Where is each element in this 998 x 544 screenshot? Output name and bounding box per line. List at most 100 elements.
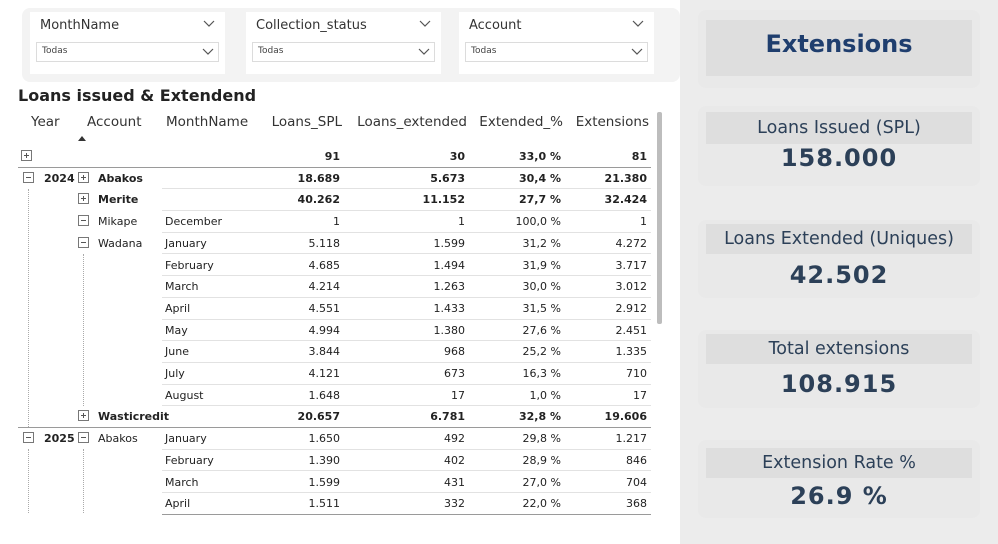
cell-loans-spl: 1.648: [308, 388, 341, 402]
row-divider: [162, 318, 651, 320]
column-header-extended-pct[interactable]: Extended_%: [479, 114, 563, 130]
cell-month: May: [165, 323, 188, 337]
cell-extensions: 17: [633, 388, 647, 402]
cell-loans-extended: 1.494: [433, 258, 466, 272]
slicer-dropdown[interactable]: Todas: [252, 42, 435, 62]
cell-account: Mikape: [98, 215, 138, 229]
cell-month: January: [165, 236, 207, 250]
cell-month: February: [165, 258, 214, 272]
collapse-icon[interactable]: [78, 215, 89, 227]
cell-loans-extended: 17: [451, 388, 465, 402]
title-card-inner: Extensions: [706, 20, 972, 76]
cell-extensions: 368: [626, 497, 647, 511]
cell-extended-pct: 30,4 %: [519, 171, 561, 185]
tree-connector: [83, 254, 84, 406]
cell-loans-spl: 1.511: [308, 497, 341, 511]
chevron-down-icon[interactable]: [632, 18, 644, 30]
sort-ascending-icon: [78, 136, 86, 141]
slicer-title: Account: [469, 18, 522, 33]
cell-loans-extended: 402: [444, 453, 465, 467]
chevron-down-icon[interactable]: [418, 46, 430, 58]
slicer-title: Collection_status: [256, 18, 367, 33]
column-header-extensions[interactable]: Extensions: [575, 114, 649, 130]
expand-icon[interactable]: [78, 193, 89, 205]
row-divider: [162, 231, 651, 233]
cell-extensions: 3.717: [615, 258, 648, 272]
cell-loans-extended: 968: [444, 345, 465, 359]
cell-loans-extended: 1: [458, 215, 465, 229]
kpi-label: Total extensions: [768, 339, 910, 359]
collapse-icon[interactable]: [78, 432, 89, 444]
slicer-dropdown[interactable]: Todas: [36, 42, 219, 62]
table-row: July 4.121 673 16,3 % 710: [18, 363, 651, 385]
scrollbar-thumb[interactable]: [657, 112, 662, 324]
matrix-panel: MonthName Todas Collection_status Todas …: [0, 0, 680, 544]
cell-extended-pct: 32,8 %: [519, 410, 561, 424]
cell-loans-extended: 1.433: [433, 301, 466, 315]
expand-icon[interactable]: [21, 150, 32, 161]
kpi-card-total-extensions: Total extensions 108.915: [698, 330, 980, 408]
kpi-card-loans-extended: Loans Extended (Uniques) 42.502: [698, 220, 980, 298]
cell-extensions: 710: [626, 367, 647, 380]
cell-extensions: 81: [631, 150, 647, 163]
chevron-down-icon[interactable]: [203, 18, 215, 30]
vertical-scrollbar[interactable]: [657, 112, 662, 522]
cell-year: 2025: [44, 432, 75, 446]
cell-extensions: 4.272: [615, 236, 648, 250]
kpi-card-extension-rate: Extension Rate % 26.9 %: [698, 440, 980, 518]
cell-extensions: 2.912: [615, 301, 648, 315]
column-header-loans-extended[interactable]: Loans_extended: [357, 114, 467, 130]
table-row: Mikape December 1 1 100,0 % 1: [18, 211, 651, 233]
kpi-value: 158.000: [780, 144, 898, 172]
expand-icon[interactable]: [78, 171, 89, 183]
cell-loans-spl: 20.657: [297, 410, 340, 424]
cell-loans-spl: 18.689: [297, 171, 340, 185]
kpi-label: Extension Rate %: [762, 453, 916, 473]
expand-icon[interactable]: [78, 410, 89, 422]
tree-connector: [83, 449, 84, 513]
cell-loans-extended: 5.673: [430, 171, 465, 185]
column-header-monthname[interactable]: MonthName: [166, 114, 249, 130]
column-header-year[interactable]: Year: [31, 114, 60, 130]
table-row: April 4.551 1.433 31,5 % 2.912: [18, 298, 651, 320]
table-row: Merite 40.262 11.152 27,7 % 32.424: [18, 189, 651, 212]
chevron-down-icon[interactable]: [202, 46, 214, 58]
kpi-label: Loans Issued (SPL): [757, 118, 921, 138]
column-header-loans-spl[interactable]: Loans_SPL: [271, 114, 342, 130]
chevron-down-icon[interactable]: [631, 46, 643, 58]
kpi-label-band: Extension Rate %: [706, 448, 972, 478]
slicer-collection-status[interactable]: Collection_status Todas: [246, 12, 441, 74]
row-divider: [162, 188, 651, 190]
cell-extended-pct: 30,0 %: [522, 280, 561, 294]
cell-extensions: 1.335: [615, 345, 648, 359]
cell-month: March: [165, 280, 199, 294]
row-divider: [162, 383, 651, 385]
row-divider: [162, 470, 651, 472]
slicer-value: Todas: [471, 46, 497, 56]
slicer-monthname[interactable]: MonthName Todas: [30, 12, 225, 74]
table-row: August 1.648 17 1,0 % 17: [18, 385, 651, 407]
cell-loans-spl: 1.599: [308, 475, 341, 489]
collapse-icon[interactable]: [23, 432, 34, 444]
cell-loans-extended: 11.152: [422, 193, 465, 207]
cell-loans-spl: 4.685: [308, 258, 341, 272]
cell-loans-spl: 4.121: [308, 367, 341, 380]
cell-extended-pct: 100,0 %: [515, 215, 561, 229]
cell-extended-pct: 27,7 %: [519, 193, 561, 207]
matrix-title: Loans issued & Extendend: [18, 86, 257, 105]
cell-month: March: [165, 475, 199, 489]
cell-loans-extended: 1.263: [433, 280, 466, 294]
cell-extended-pct: 31,5 %: [522, 301, 561, 315]
kpi-label: Loans Extended (Uniques): [724, 229, 954, 249]
chevron-down-icon[interactable]: [419, 18, 431, 30]
cell-loans-extended: 492: [444, 432, 465, 446]
slicer-account[interactable]: Account Todas: [459, 12, 654, 74]
tree-connector: [28, 189, 29, 427]
slicer-dropdown[interactable]: Todas: [465, 42, 648, 62]
slicer-value: Todas: [258, 46, 284, 56]
collapse-icon[interactable]: [78, 236, 89, 248]
cell-loans-extended: 673: [444, 367, 465, 380]
column-header-account[interactable]: Account: [87, 114, 142, 130]
cell-extensions: 19.606: [604, 410, 647, 424]
collapse-icon[interactable]: [23, 171, 34, 183]
